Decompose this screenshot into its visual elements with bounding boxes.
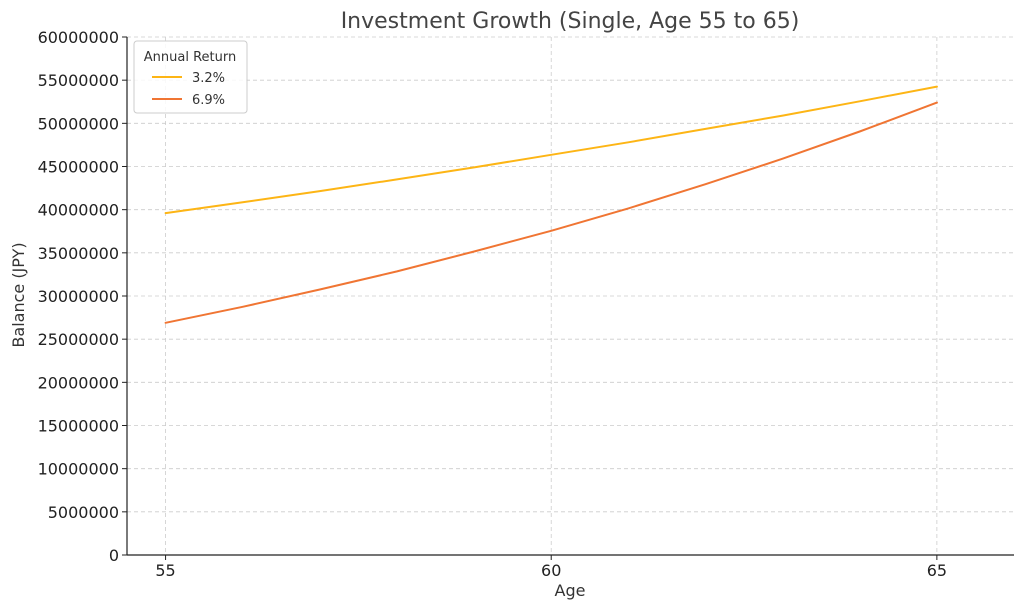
series-line-3-2- bbox=[164, 85, 938, 215]
y-tick-label: 60000000 bbox=[38, 28, 119, 47]
y-tick-label: 5000000 bbox=[48, 503, 119, 522]
grid-lines bbox=[127, 36, 1014, 555]
x-tick-label: 65 bbox=[927, 561, 947, 580]
legend-items: 3.2% 6.9% bbox=[152, 71, 225, 108]
y-axis-label: Balance (JPY) bbox=[9, 242, 28, 347]
y-tick-label: 30000000 bbox=[38, 287, 119, 306]
legend-title: Annual Return bbox=[144, 50, 236, 65]
y-tick-label: 40000000 bbox=[38, 201, 119, 220]
series-lines bbox=[164, 85, 938, 324]
y-tick-label: 55000000 bbox=[38, 71, 119, 90]
x-axis-label: Age bbox=[555, 581, 586, 600]
legend: Annual Return 3.2% 6.9% bbox=[133, 40, 248, 114]
y-tick-label: 0 bbox=[109, 546, 119, 565]
y-tick-label: 10000000 bbox=[38, 460, 119, 479]
y-tick-label: 20000000 bbox=[38, 373, 119, 392]
chart-title: Investment Growth (Single, Age 55 to 65) bbox=[341, 9, 800, 34]
series-line-6-9- bbox=[164, 101, 938, 324]
y-axis-ticks: 0 5000000 10000000 15000000 20000000 25000000… bbox=[38, 28, 127, 565]
y-tick-label: 25000000 bbox=[38, 330, 119, 349]
legend-label: 3.2% bbox=[192, 71, 225, 86]
y-tick-label: 45000000 bbox=[38, 158, 119, 177]
x-tick-label: 60 bbox=[541, 561, 561, 580]
y-tick-label: 35000000 bbox=[38, 244, 119, 263]
x-axis-ticks: 55 60 65 bbox=[155, 555, 947, 580]
legend-box bbox=[133, 40, 248, 114]
y-tick-label: 50000000 bbox=[38, 114, 119, 133]
legend-label: 6.9% bbox=[192, 93, 225, 108]
x-tick-label: 55 bbox=[155, 561, 175, 580]
y-tick-label: 15000000 bbox=[38, 417, 119, 436]
